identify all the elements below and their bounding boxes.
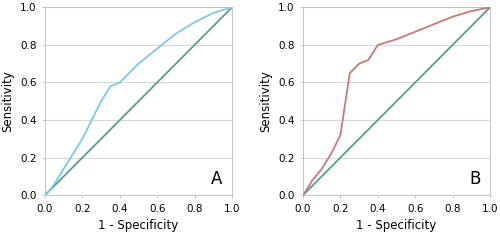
Text: A: A [212,170,222,188]
X-axis label: 1 - Specificity: 1 - Specificity [98,219,178,232]
Y-axis label: Sensitivity: Sensitivity [2,70,15,132]
Y-axis label: Sensitivity: Sensitivity [260,70,272,132]
X-axis label: 1 - Specificity: 1 - Specificity [356,219,436,232]
Text: B: B [470,170,480,188]
